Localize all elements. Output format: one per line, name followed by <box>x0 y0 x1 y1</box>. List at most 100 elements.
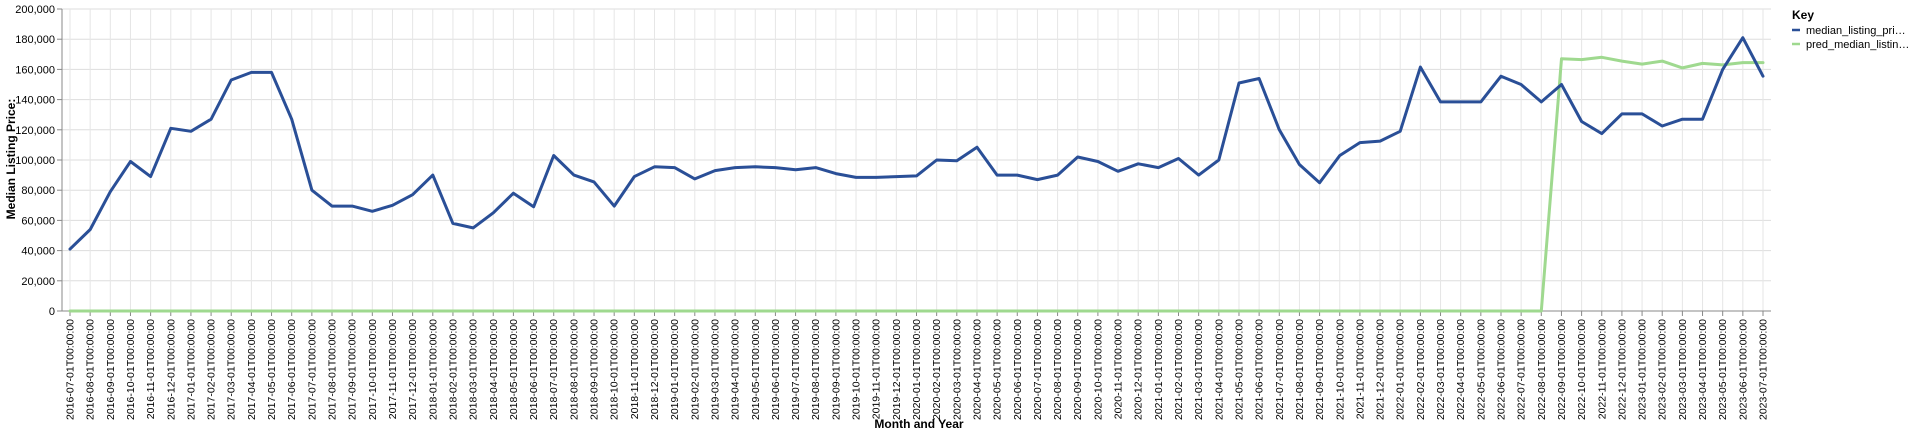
x-tick-label: 2019-02-01T00:00:00 <box>689 319 701 420</box>
x-tick-label: 2019-04-01T00:00:00 <box>730 319 742 420</box>
x-tick-label: 2022-02-01T00:00:00 <box>1415 319 1427 420</box>
x-tick-label: 2022-08-01T00:00:00 <box>1536 319 1548 420</box>
legend-title: Key <box>1792 8 1814 22</box>
x-tick-label: 2022-12-01T00:00:00 <box>1616 319 1628 420</box>
grid-layer <box>62 8 1771 312</box>
x-tick-label: 2022-11-01T00:00:00 <box>1596 319 1608 419</box>
x-tick-label: 2023-06-01T00:00:00 <box>1737 319 1749 420</box>
x-tick-label: 2022-06-01T00:00:00 <box>1495 319 1507 420</box>
x-tick-label: 2020-12-01T00:00:00 <box>1133 319 1145 420</box>
x-tick-label: 2019-06-01T00:00:00 <box>770 319 782 420</box>
x-tick-label: 2018-10-01T00:00:00 <box>609 319 621 420</box>
series-layer <box>68 36 1765 313</box>
x-tick-label: 2021-10-01T00:00:00 <box>1334 319 1346 420</box>
x-tick-label: 2020-08-01T00:00:00 <box>1052 319 1064 420</box>
x-tick-label: 2020-01-01T00:00:00 <box>911 319 923 420</box>
x-tick-label: 2019-08-01T00:00:00 <box>810 319 822 420</box>
y-tick-label: 200,000 <box>15 4 55 16</box>
x-tick-label: 2018-06-01T00:00:00 <box>528 319 540 420</box>
x-tick-label: 2019-07-01T00:00:00 <box>790 319 802 420</box>
x-tick-label: 2017-03-01T00:00:00 <box>226 319 238 420</box>
y-axis-title: Median Listing Price: <box>4 99 18 220</box>
x-tick-label: 2017-05-01T00:00:00 <box>266 319 278 420</box>
x-tick-label: 2023-05-01T00:00:00 <box>1717 319 1729 420</box>
x-tick-label: 2019-03-01T00:00:00 <box>709 319 721 420</box>
x-tick-label: 2017-04-01T00:00:00 <box>246 319 258 420</box>
x-tick-label: 2019-05-01T00:00:00 <box>750 319 762 420</box>
x-tick-label: 2022-03-01T00:00:00 <box>1435 319 1447 420</box>
x-tick-label: 2017-12-01T00:00:00 <box>407 319 419 420</box>
x-tick-label: 2022-07-01T00:00:00 <box>1516 319 1528 420</box>
x-tick-label: 2021-03-01T00:00:00 <box>1193 319 1205 420</box>
x-tick-label: 2019-11-01T00:00:00 <box>871 319 883 419</box>
axis-layer: 0 20,000 40,000 60,000 80,000 100,000 120,000 1… <box>15 4 1771 420</box>
x-tick-label: 2020-10-01T00:00:00 <box>1092 319 1104 420</box>
x-tick-label: 2016-12-01T00:00:00 <box>165 319 177 420</box>
y-tick-label: 180,000 <box>15 34 55 46</box>
x-tick-label: 2018-09-01T00:00:00 <box>589 319 601 420</box>
x-tick-label: 2023-03-01T00:00:00 <box>1677 319 1689 420</box>
x-tick-label: 2016-10-01T00:00:00 <box>125 319 137 420</box>
x-tick-label: 2022-05-01T00:00:00 <box>1475 319 1487 420</box>
y-tick-label: 80,000 <box>21 185 55 197</box>
x-tick-label: 2021-08-01T00:00:00 <box>1294 319 1306 420</box>
x-tick-label: 2023-01-01T00:00:00 <box>1637 319 1649 420</box>
x-tick-label: 2019-10-01T00:00:00 <box>851 319 863 420</box>
x-tick-label: 2017-10-01T00:00:00 <box>367 319 379 420</box>
x-tick-label: 2018-03-01T00:00:00 <box>468 319 480 420</box>
x-tick-label: 2019-01-01T00:00:00 <box>669 319 681 420</box>
x-tick-label: 2021-12-01T00:00:00 <box>1375 319 1387 420</box>
x-tick-label: 2017-01-01T00:00:00 <box>185 319 197 420</box>
x-tick-label: 2018-05-01T00:00:00 <box>508 319 520 420</box>
x-tick-label: 2021-11-01T00:00:00 <box>1354 319 1366 419</box>
x-tick-label: 2018-11-01T00:00:00 <box>629 319 641 419</box>
x-tick-label: 2021-07-01T00:00:00 <box>1274 319 1286 420</box>
x-axis-title: Month and Year <box>874 417 963 431</box>
x-tick-label: 2017-11-01T00:00:00 <box>387 319 399 419</box>
legend-label: median_listing_pri… <box>1806 25 1906 37</box>
legend-label: pred_median_listin… <box>1806 39 1909 51</box>
x-tick-label: 2017-07-01T00:00:00 <box>306 319 318 420</box>
y-tick-label: 100,000 <box>15 155 55 167</box>
x-tick-label: 2022-04-01T00:00:00 <box>1455 319 1467 420</box>
x-tick-label: 2023-07-01T00:00:00 <box>1758 319 1770 420</box>
y-tick-label: 160,000 <box>15 64 55 76</box>
x-tick-label: 2023-04-01T00:00:00 <box>1697 319 1709 420</box>
x-tick-label: 2021-02-01T00:00:00 <box>1173 319 1185 420</box>
x-tick-label: 2021-01-01T00:00:00 <box>1153 319 1165 420</box>
x-tick-label: 2020-05-01T00:00:00 <box>992 319 1004 420</box>
x-tick-label: 2022-09-01T00:00:00 <box>1556 319 1568 420</box>
x-tick-label: 2020-03-01T00:00:00 <box>951 319 963 420</box>
x-tick-label: 2021-06-01T00:00:00 <box>1254 319 1266 420</box>
x-tick-label: 2018-02-01T00:00:00 <box>447 319 459 420</box>
x-tick-label: 2022-01-01T00:00:00 <box>1395 319 1407 420</box>
x-tick-label: 2018-08-01T00:00:00 <box>568 319 580 420</box>
x-tick-label: 2023-02-01T00:00:00 <box>1657 319 1669 420</box>
x-tick-label: 2019-12-01T00:00:00 <box>891 319 903 420</box>
y-tick-label: 20,000 <box>21 276 55 288</box>
x-tick-label: 2020-06-01T00:00:00 <box>1012 319 1024 420</box>
y-tick-label: 140,000 <box>15 95 55 107</box>
x-tick-label: 2017-08-01T00:00:00 <box>327 319 339 420</box>
y-tick-label: 120,000 <box>15 125 55 137</box>
legend: Key median_listing_pri… pred_median_listi… <box>1792 8 1909 51</box>
x-tick-label: 2022-10-01T00:00:00 <box>1576 319 1588 420</box>
y-tick-label: 0 <box>49 306 55 318</box>
x-tick-label: 2020-07-01T00:00:00 <box>1032 319 1044 420</box>
x-tick-label: 2020-09-01T00:00:00 <box>1072 319 1084 420</box>
x-tick-label: 2017-06-01T00:00:00 <box>286 319 298 420</box>
x-tick-label: 2016-07-01T00:00:00 <box>65 319 77 420</box>
x-tick-label: 2021-09-01T00:00:00 <box>1314 319 1326 420</box>
x-tick-label: 2016-09-01T00:00:00 <box>105 319 117 420</box>
x-tick-label: 2017-09-01T00:00:00 <box>347 319 359 420</box>
x-tick-label: 2018-07-01T00:00:00 <box>548 319 560 420</box>
x-tick-label: 2021-05-01T00:00:00 <box>1233 319 1245 420</box>
x-tick-label: 2018-01-01T00:00:00 <box>427 319 439 420</box>
series-line <box>68 36 1765 251</box>
x-tick-label: 2020-11-01T00:00:00 <box>1113 319 1125 419</box>
x-tick-label: 2018-12-01T00:00:00 <box>649 319 661 420</box>
series-line <box>68 55 1765 313</box>
x-tick-label: 2016-11-01T00:00:00 <box>145 319 157 419</box>
x-tick-label: 2020-04-01T00:00:00 <box>971 319 983 420</box>
